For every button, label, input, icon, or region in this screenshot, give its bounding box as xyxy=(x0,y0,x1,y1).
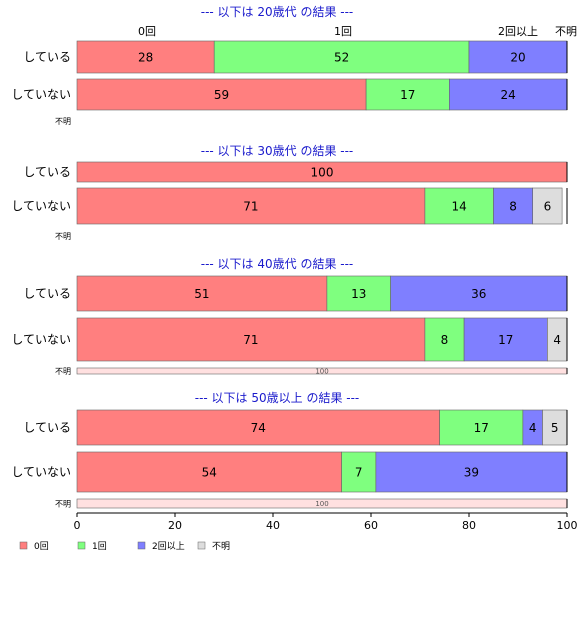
top-category-label: 2回以上 xyxy=(498,25,538,38)
legend-label: 0回 xyxy=(34,541,49,552)
data-label: 71 xyxy=(243,333,258,347)
row-label: していない xyxy=(11,465,71,479)
bar-segment xyxy=(493,187,534,225)
x-tick-label: 40 xyxy=(266,519,280,532)
data-label: 51 xyxy=(194,287,209,301)
bar-segment xyxy=(532,187,563,225)
data-label: 74 xyxy=(251,421,266,435)
bar-segment xyxy=(424,187,494,225)
bar-segment xyxy=(449,78,568,111)
data-label: 4 xyxy=(553,333,561,347)
group-title: --- 以下は 40歳代 の結果 --- xyxy=(201,257,354,271)
bar-segment xyxy=(390,275,568,312)
legend-label: 1回 xyxy=(92,541,107,552)
bar-segment xyxy=(424,317,465,362)
row-label: 不明 xyxy=(55,500,71,509)
row-label: 不明 xyxy=(55,367,71,376)
row-label: 不明 xyxy=(55,232,71,241)
row-label: していない xyxy=(11,88,71,102)
data-label: 20 xyxy=(510,51,525,65)
data-label: 8 xyxy=(441,333,449,347)
row-label: していない xyxy=(11,199,71,213)
data-label: 24 xyxy=(501,88,516,102)
data-label: 54 xyxy=(202,466,217,480)
bar-segment xyxy=(76,275,328,312)
bar-segment xyxy=(468,40,568,74)
top-category-label: 不明 xyxy=(555,25,577,38)
data-label: 13 xyxy=(351,287,366,301)
bar-segment xyxy=(463,317,548,362)
bar-segment xyxy=(326,275,391,312)
x-tick-label: 0 xyxy=(74,519,81,532)
bar-segment xyxy=(76,40,215,74)
row-label: している xyxy=(23,287,71,301)
data-label: 52 xyxy=(334,51,349,65)
row-label: している xyxy=(23,421,71,435)
legend-label: 不明 xyxy=(212,541,230,552)
bar-segment xyxy=(542,409,568,446)
x-tick-label: 20 xyxy=(168,519,182,532)
row-label: している xyxy=(23,165,71,179)
data-label: 4 xyxy=(529,421,537,435)
data-label: 7 xyxy=(355,466,363,480)
bar-segment xyxy=(213,40,470,74)
bar-segment xyxy=(76,317,426,362)
data-label: 100 xyxy=(315,500,328,508)
legend-swatch xyxy=(19,541,28,550)
legend-swatch xyxy=(77,541,86,550)
data-label: 17 xyxy=(400,88,415,102)
x-tick-label: 80 xyxy=(462,519,476,532)
bar-segment xyxy=(76,451,342,493)
bar-segment xyxy=(375,451,568,493)
legend-swatch xyxy=(137,541,146,550)
data-label: 100 xyxy=(315,368,328,376)
legend-swatch xyxy=(197,541,206,550)
data-label: 39 xyxy=(464,466,479,480)
data-label: 5 xyxy=(551,421,559,435)
data-label: 36 xyxy=(471,287,486,301)
data-label: 8 xyxy=(509,200,517,214)
data-label: 6 xyxy=(544,200,552,214)
bar-segment xyxy=(341,451,377,493)
data-label: 17 xyxy=(498,333,513,347)
data-label: 71 xyxy=(243,200,258,214)
top-category-label: 0回 xyxy=(138,25,156,38)
legend-label: 2回以上 xyxy=(152,541,185,552)
data-label: 17 xyxy=(474,421,489,435)
group-title: --- 以下は 20歳代 の結果 --- xyxy=(201,5,354,19)
group-title: --- 以下は 50歳以上 の結果 --- xyxy=(195,391,360,405)
group-title: --- 以下は 30歳代 の結果 --- xyxy=(201,144,354,158)
data-label: 100 xyxy=(311,166,334,180)
row-label: していない xyxy=(11,333,71,347)
data-label: 14 xyxy=(452,200,467,214)
row-label: している xyxy=(23,50,71,64)
top-category-label: 1回 xyxy=(334,25,352,38)
row-label: 不明 xyxy=(55,117,71,126)
bar-segment xyxy=(76,187,426,225)
data-label: 59 xyxy=(214,88,229,102)
x-tick-label: 100 xyxy=(557,519,578,532)
x-tick-label: 60 xyxy=(364,519,378,532)
data-label: 28 xyxy=(138,51,153,65)
